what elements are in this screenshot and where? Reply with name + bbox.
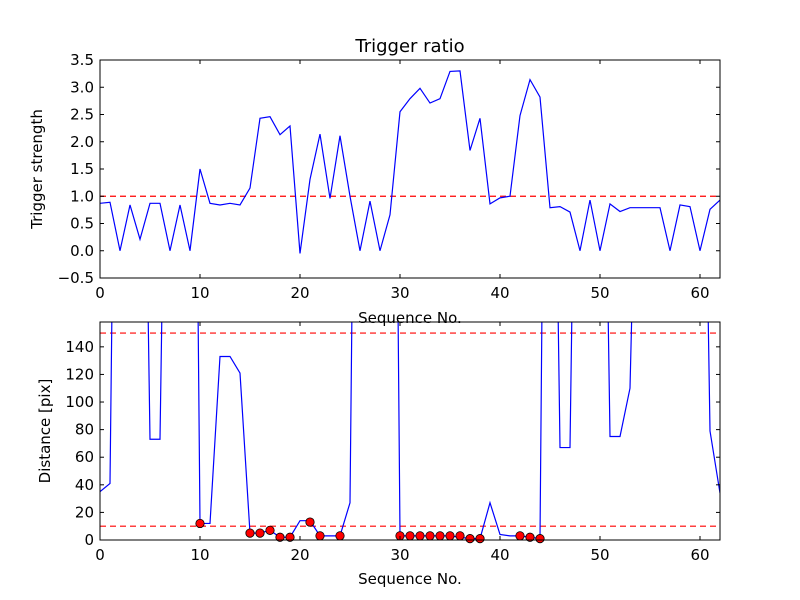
top-x-tick-label: 50 [590,284,609,302]
top-y-tick-label: 3.0 [70,78,94,96]
top-x-tick-label: 60 [690,284,709,302]
bottom-x-tick-label: 30 [390,546,409,564]
top-axes-frame [99,59,721,279]
bottom-marker-point [245,528,255,538]
bottom-x-tick-label: 10 [190,546,209,564]
bottom-y-tick-label: 80 [75,421,94,439]
top-y-axis-label: Trigger strength [28,109,46,230]
bottom-series-line-0 [100,322,720,540]
bottom-y-tick-label: 40 [75,476,94,494]
bottom-marker-point [475,534,485,544]
bottom-x-tick-label: 0 [95,546,105,564]
bottom-y-tick-label: 140 [65,338,94,356]
bottom-marker-point [455,531,465,541]
bottom-marker-point [305,517,315,527]
top-x-tick-label: 30 [390,284,409,302]
top-x-tick-label: 10 [190,284,209,302]
top-series-line-0 [100,70,720,254]
bottom-x-tick-label: 20 [290,546,309,564]
bottom-marker-point [425,531,435,541]
bottom-y-tick-label: 0 [84,531,94,549]
bottom-marker-point [255,528,265,538]
bottom-marker-point [535,534,545,544]
bottom-marker-point [465,534,475,544]
bottom-y-tick-label: 20 [75,503,94,521]
bottom-marker-point [195,518,205,529]
bottom-marker-point [525,532,535,542]
bottom-marker-point [445,531,455,541]
top-y-tick-label: 1.5 [70,160,94,178]
bottom-marker-point [285,532,295,542]
top-y-tick-label: 0.5 [70,215,94,233]
bottom-marker-point [405,531,415,541]
bottom-y-tick-label: 100 [65,393,94,411]
bottom-marker-point [435,531,445,541]
top-y-tick-label: 2.5 [70,106,94,124]
bottom-x-axis-label: Sequence No. [358,570,462,588]
bottom-marker-point [315,531,325,541]
top-y-tick-label: 0.0 [70,242,94,260]
top-x-tick-label: 0 [95,284,105,302]
bottom-marker-point [515,531,525,541]
top-chart-title: Trigger ratio [354,36,464,57]
bottom-y-tick-label: 120 [65,365,94,383]
top-y-tick-label: 3.5 [70,51,94,69]
bottom-x-tick-label: 50 [590,546,609,564]
bottom-y-tick-label: 60 [75,448,94,466]
top-y-tick-label: 1.0 [70,187,94,205]
top-y-tick-label: 2.0 [70,133,94,151]
top-x-axis-label: Sequence No. [358,309,462,327]
distance-chart: 0 10 20 30 40 50 60 0 20 40 60 80 100 120 140 Sequence … [36,321,721,588]
bottom-marker-point [335,531,345,541]
trigger-ratio-chart: 0 10 20 30 40 50 60 −0.5 0.0 0.5 1.0 1.5 2.0 2.5 3.0 3.… [28,36,721,327]
top-y-tick-label: −0.5 [58,269,94,287]
bottom-x-tick-label: 60 [690,546,709,564]
bottom-axes-frame [99,321,721,541]
top-x-tick-label: 20 [290,284,309,302]
bottom-marker-point [275,532,285,542]
bottom-marker-point [265,525,275,535]
top-x-tick-label: 40 [490,284,509,302]
bottom-x-tick-label: 40 [490,546,509,564]
bottom-marker-point [415,531,425,541]
bottom-y-axis-label: Distance [pix] [36,379,54,484]
